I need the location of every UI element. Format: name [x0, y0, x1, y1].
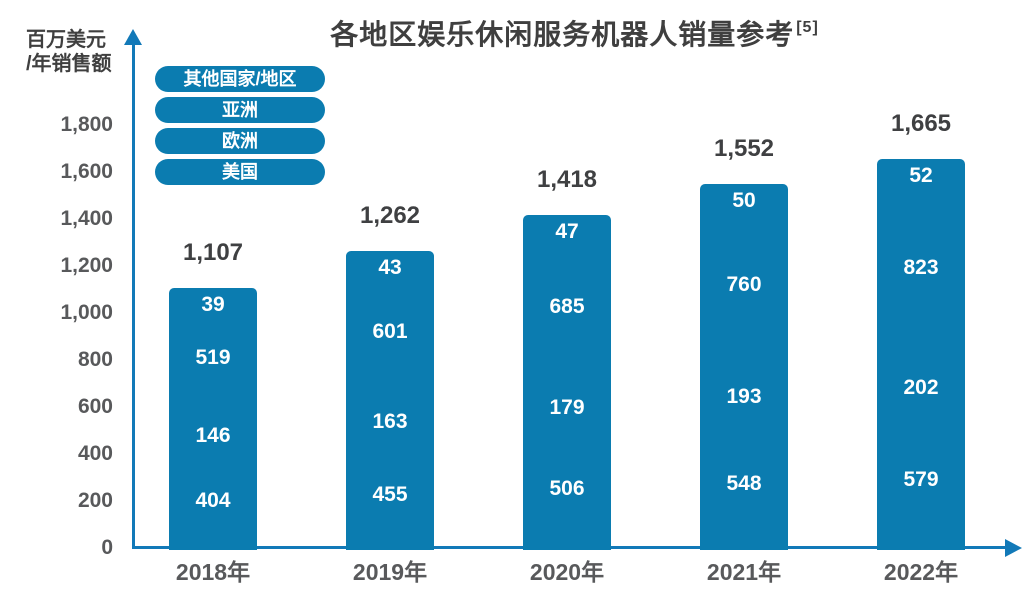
- stacked-bar: [877, 158, 965, 550]
- bar-total-label: 1,418: [536, 166, 598, 193]
- stacked-bar: [346, 251, 434, 550]
- y-axis-unit-label: 百万美元 /年销售额: [26, 28, 112, 76]
- bar-total-label: 1,262: [359, 202, 421, 230]
- y-tick-label: 1,000: [60, 301, 113, 324]
- bar-total-label: 1,107: [182, 238, 244, 266]
- x-axis-category-label: 2019年: [352, 559, 428, 585]
- y-tick-label: 0: [101, 536, 113, 559]
- y-tick-label: 400: [77, 442, 113, 465]
- y-axis-unit-line1: 百万美元: [26, 29, 106, 51]
- bar-total-label: 1,552: [713, 134, 775, 162]
- bar-segment-value: 685: [549, 294, 585, 318]
- y-tick-label: 1,400: [60, 207, 113, 230]
- x-axis-arrow-icon: [1005, 539, 1022, 557]
- y-tick-label: 200: [77, 489, 113, 512]
- bar-segment-value: 455: [372, 482, 408, 506]
- x-axis-category-label: 2022年: [883, 559, 959, 585]
- bar-segment-value: 548: [726, 471, 762, 495]
- legend-item-usa: 美国: [155, 159, 325, 185]
- bar-segment-value: 163: [372, 409, 408, 433]
- bar-segment-value: 47: [555, 220, 579, 243]
- bar-segment-value: 760: [726, 272, 762, 296]
- chart-title: 各地区娱乐休闲服务机器人销量参考 [5]: [120, 13, 1029, 53]
- bar-segment-value: 179: [549, 396, 585, 420]
- x-axis-category-label: 2021年: [706, 559, 782, 585]
- bar-segment-value: 519: [195, 345, 231, 369]
- y-tick-label: 1,200: [60, 254, 113, 277]
- x-axis-category-label: 2020年: [529, 559, 605, 585]
- bar-total-label: 1,665: [890, 109, 952, 137]
- y-tick-label: 1,800: [60, 113, 113, 136]
- x-axis-category-label: 2018年: [175, 559, 251, 585]
- legend-item-other-regions: 其他国家/地区: [155, 66, 325, 92]
- y-axis-unit-line2: /年销售额: [26, 53, 112, 75]
- legend-item-europe: 欧洲: [155, 128, 325, 154]
- stacked-bar: [523, 215, 611, 550]
- stacked-bar: [169, 287, 257, 550]
- y-axis-line: [132, 44, 135, 549]
- bar-segment-value: 43: [378, 256, 402, 280]
- bar-segment-value: 823: [903, 255, 939, 279]
- y-tick-label: 600: [77, 395, 113, 418]
- bar-segment-value: 506: [549, 476, 585, 500]
- bar-segment-value: 146: [195, 423, 231, 447]
- chart-title-reference: [5]: [796, 18, 819, 36]
- bar-segment-value: 202: [903, 376, 939, 400]
- y-tick-label: 800: [77, 348, 113, 371]
- y-tick-label: 1,600: [60, 160, 113, 183]
- chart-title-text: 各地区娱乐休闲服务机器人销量参考: [330, 19, 795, 50]
- bar-segment-value: 404: [195, 488, 231, 512]
- bar-segment-value: 52: [909, 163, 933, 187]
- y-axis-arrow-icon: [124, 29, 142, 45]
- bar-segment-value: 193: [726, 384, 762, 408]
- bar-segment-value: 39: [201, 292, 225, 316]
- legend-item-asia: 亚洲: [155, 97, 325, 123]
- bar-segment-value: 50: [732, 188, 756, 212]
- stacked-bar: [700, 183, 788, 550]
- bar-segment-value: 601: [372, 320, 408, 344]
- bar-segment-value: 579: [903, 467, 939, 491]
- legend: 其他国家/地区 亚洲 欧洲 美国: [155, 66, 325, 190]
